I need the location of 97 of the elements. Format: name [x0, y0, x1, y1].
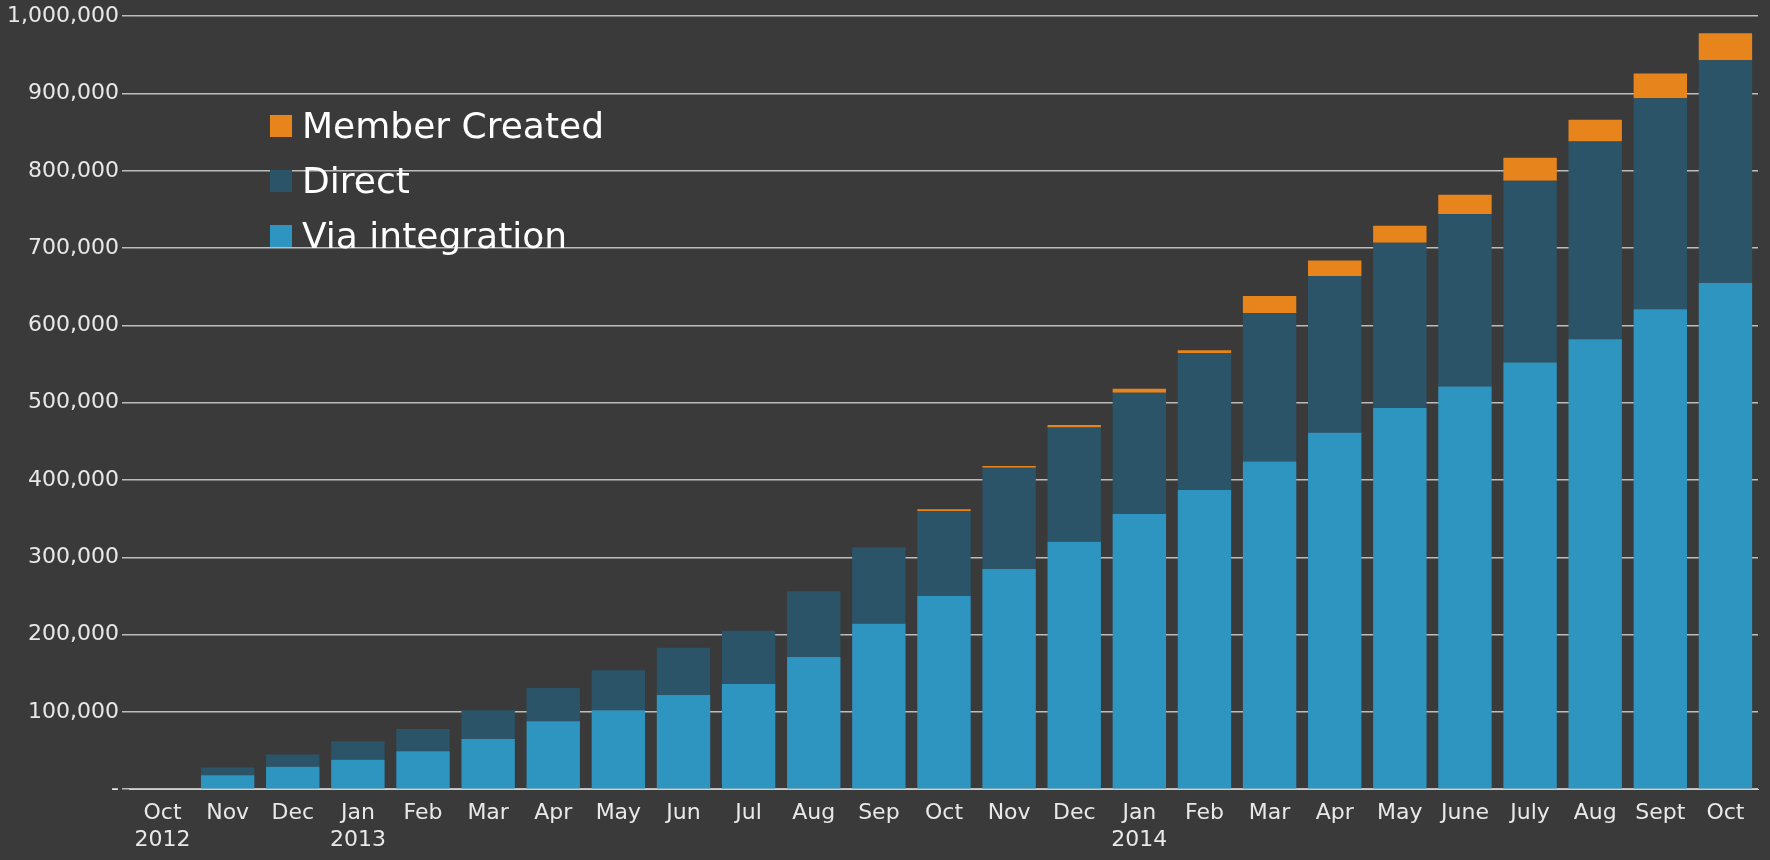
x-tick-label: May: [1377, 799, 1423, 825]
bar: [200, 775, 255, 789]
bar: [721, 630, 776, 685]
y-tick-label: 600,000: [27, 311, 119, 337]
bar: [1503, 157, 1557, 181]
x-tick-label: Jul: [733, 799, 762, 825]
bar: [1177, 350, 1232, 354]
x-tick-label: Mar: [1248, 799, 1292, 825]
x-tick-label: Apr: [534, 799, 574, 825]
bar: [1503, 180, 1557, 363]
bar: [266, 766, 320, 789]
bar: [1308, 260, 1362, 276]
x-tick-label: Nov: [987, 799, 1031, 825]
bar: [1633, 73, 1688, 99]
legend-label: Via integration: [302, 215, 568, 256]
bar: [1698, 33, 1753, 61]
bar: [1112, 388, 1167, 393]
x-tick-label: Oct: [924, 799, 964, 825]
y-tick-label: -: [111, 774, 119, 800]
bar: [591, 670, 646, 711]
bar: [1242, 313, 1297, 462]
bar: [1047, 541, 1101, 789]
x-tick-label: Apr: [1315, 799, 1355, 825]
bar: [1568, 119, 1622, 142]
y-tick-label: 200,000: [27, 620, 119, 646]
x-tick-label: Sept: [1635, 799, 1686, 825]
x-tick-label: Feb: [403, 799, 443, 825]
x-tick-label: Mar: [467, 799, 510, 825]
bar: [852, 547, 906, 624]
x-tick-label: Aug: [1573, 799, 1617, 825]
y-tick-label: 400,000: [27, 465, 119, 491]
bar: [266, 754, 320, 767]
y-tick-label: 500,000: [27, 388, 119, 414]
bar: [982, 568, 1036, 789]
bar: [1373, 242, 1427, 409]
bar: [787, 657, 841, 789]
bar: [461, 738, 515, 789]
bar: [331, 759, 385, 789]
x-tick-label: Dec: [1052, 799, 1096, 825]
bar: [1633, 98, 1688, 310]
bar: [1438, 194, 1492, 215]
bar: [1177, 353, 1232, 491]
x-tick-label: Dec: [271, 799, 315, 825]
bar: [526, 687, 580, 722]
bar: [721, 684, 776, 789]
bar: [396, 751, 450, 789]
x-tick-label: Sep: [858, 799, 900, 825]
bar: [656, 647, 711, 695]
legend-label: Member Created: [302, 105, 604, 146]
x-tick-label: Nov: [206, 799, 250, 825]
bar: [1438, 214, 1492, 387]
bar: [1568, 339, 1622, 789]
bar: [591, 710, 646, 789]
x-tick-label: July: [1508, 799, 1550, 825]
bar: [1698, 60, 1753, 283]
x-tick-label: May: [595, 799, 642, 825]
bar: [331, 741, 385, 760]
legend-label: Direct: [302, 160, 410, 201]
x-tick-label: Feb: [1184, 799, 1224, 825]
y-tick-label: 800,000: [27, 156, 119, 182]
bar: [1698, 282, 1753, 789]
y-tick-label: 900,000: [27, 79, 119, 105]
bar: [656, 694, 711, 789]
x-tick-label: Aug: [792, 799, 836, 825]
bar: [1308, 432, 1362, 789]
bar: [1373, 225, 1427, 243]
bar: [1242, 461, 1297, 789]
x-tick-label: Jan 2014: [1111, 799, 1168, 851]
x-tick-label: Oct: [1706, 799, 1745, 825]
bar: [1438, 386, 1492, 789]
y-tick-label: 700,000: [27, 233, 119, 259]
y-tick-label: 1,000,000: [7, 1, 119, 27]
bar: [1112, 514, 1167, 789]
bar: [461, 710, 515, 739]
bar: [1242, 296, 1297, 314]
bar: [396, 728, 450, 752]
bar: [787, 591, 841, 658]
bar: [1112, 392, 1167, 515]
bar: [1503, 362, 1557, 789]
bar: [1633, 309, 1688, 789]
bar: [1308, 275, 1362, 433]
bar: [852, 623, 906, 789]
bar: [1177, 490, 1232, 789]
x-tick-label: Jun: [664, 799, 701, 825]
y-tick-label: 300,000: [27, 543, 119, 569]
bar: [917, 510, 971, 596]
bar: [1047, 427, 1101, 542]
bar: [917, 595, 971, 789]
bar: [1373, 408, 1427, 789]
y-tick-label: 100,000: [27, 697, 119, 723]
x-tick-label: Oct 2012: [134, 799, 191, 851]
bar: [1568, 141, 1622, 340]
bar: [526, 721, 580, 789]
bar: [200, 767, 255, 776]
x-tick-label: Jan 2013: [329, 799, 386, 851]
bar: [982, 467, 1036, 569]
x-tick-label: June: [1438, 799, 1489, 825]
